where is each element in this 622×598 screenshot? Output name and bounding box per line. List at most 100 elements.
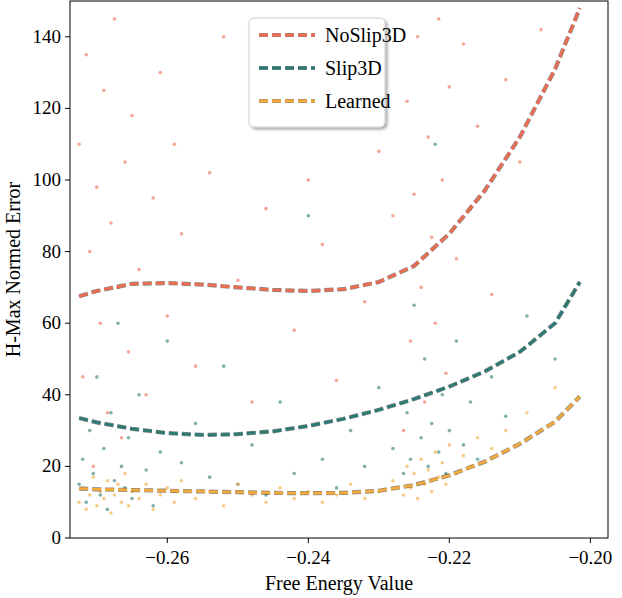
scatter-point [462,454,466,458]
scatter-point [402,472,406,476]
scatter-point [166,314,170,318]
scatter-point [391,479,395,483]
scatter-point [462,42,466,46]
scatter-point [236,278,240,282]
scatter-point [476,436,480,440]
scatter-point [504,78,508,82]
scatter-point [504,429,508,433]
series-points [77,142,557,511]
scatter-point [222,35,226,39]
scatter-point [423,400,427,404]
legend-swatch [259,67,315,70]
scatter-point [412,472,416,476]
legend-label: Learned [325,90,391,112]
scatter-point [95,185,99,189]
scatter-point [278,486,282,490]
scatter-point [194,364,198,368]
scatter-point [208,171,212,175]
y-tick [65,394,70,395]
scatter-point [430,235,434,239]
scatter-point [490,293,494,297]
x-tick-label: −0.20 [568,547,612,568]
scatter-point [335,493,339,497]
scatter-point [292,472,296,476]
scatter-point [335,486,339,490]
scatter-point [490,375,494,379]
y-axis-label: H-Max Normed Error [2,181,24,357]
y-tick-label: 20 [42,455,61,476]
scatter-point [123,160,127,164]
scatter-point [77,142,81,146]
scatter-point [525,314,529,318]
scatter-point [307,214,311,218]
scatter-point [412,304,416,308]
legend: NoSlip3DSlip3DLearned [249,18,406,127]
x-tick [167,538,168,543]
scatter-point [151,508,155,512]
x-tick-label: −0.22 [427,547,471,568]
scatter-point [363,465,367,469]
scatter-point [321,243,325,247]
legend-swatch-edge [259,33,315,37]
scatter-point [405,99,409,103]
scatter-point [391,214,395,218]
legend-swatch [259,100,315,103]
scatter-point [409,339,413,343]
scatter-point [405,465,409,469]
scatter-point [335,379,339,383]
scatter-point [151,504,155,508]
scatter-point [409,457,413,461]
scatter-point [144,483,148,487]
scatter-point [377,386,381,390]
legend-swatch-edge [259,99,315,103]
scatter-point [292,329,296,333]
scatter-point [518,160,522,164]
scatter-point [321,457,325,461]
scatter-point [106,479,110,483]
scatter-point [264,207,268,211]
x-tick-label: −0.26 [145,547,189,568]
scatter-point [109,511,113,515]
scatter-point [84,53,88,57]
scatter-point [120,465,124,469]
scatter-point [158,71,162,75]
scatter-point [180,479,184,483]
scatter-point [250,400,254,404]
scatter-point [444,483,448,487]
scatter-point [137,393,141,397]
scatter-point [448,443,452,447]
legend-swatch-edge [259,66,315,70]
scatter-point [99,493,103,497]
scatter-point [222,364,226,368]
x-tick [590,538,591,543]
scatter-point [476,125,480,129]
scatter-point [402,493,406,497]
scatter-point [95,375,99,379]
scatter-point [504,414,508,418]
fit-curve-edge [79,282,580,435]
y-tick [65,108,70,109]
scatter-point [116,483,120,487]
scatter-point [77,483,81,487]
scatter-point [433,450,437,454]
scatter-point [166,339,170,343]
scatter-point [173,500,177,504]
scatter-point [250,443,254,447]
scatter-point [158,450,162,454]
y-tick-label: 120 [33,97,62,118]
scatter-point [430,490,434,494]
scatter-point [426,135,430,139]
scatter-point [144,393,148,397]
fit-curve [79,8,580,296]
scatter-point [180,232,184,236]
scatter-point [349,483,353,487]
y-tick-label: 60 [42,312,61,333]
scatter-point [144,468,148,472]
scatter-point [88,493,92,497]
scatter-point [102,447,106,451]
scatter-point [173,142,177,146]
scatter-point [423,357,427,361]
scatter-point [444,372,448,376]
y-tick [65,36,70,37]
scatter-point [440,178,444,182]
